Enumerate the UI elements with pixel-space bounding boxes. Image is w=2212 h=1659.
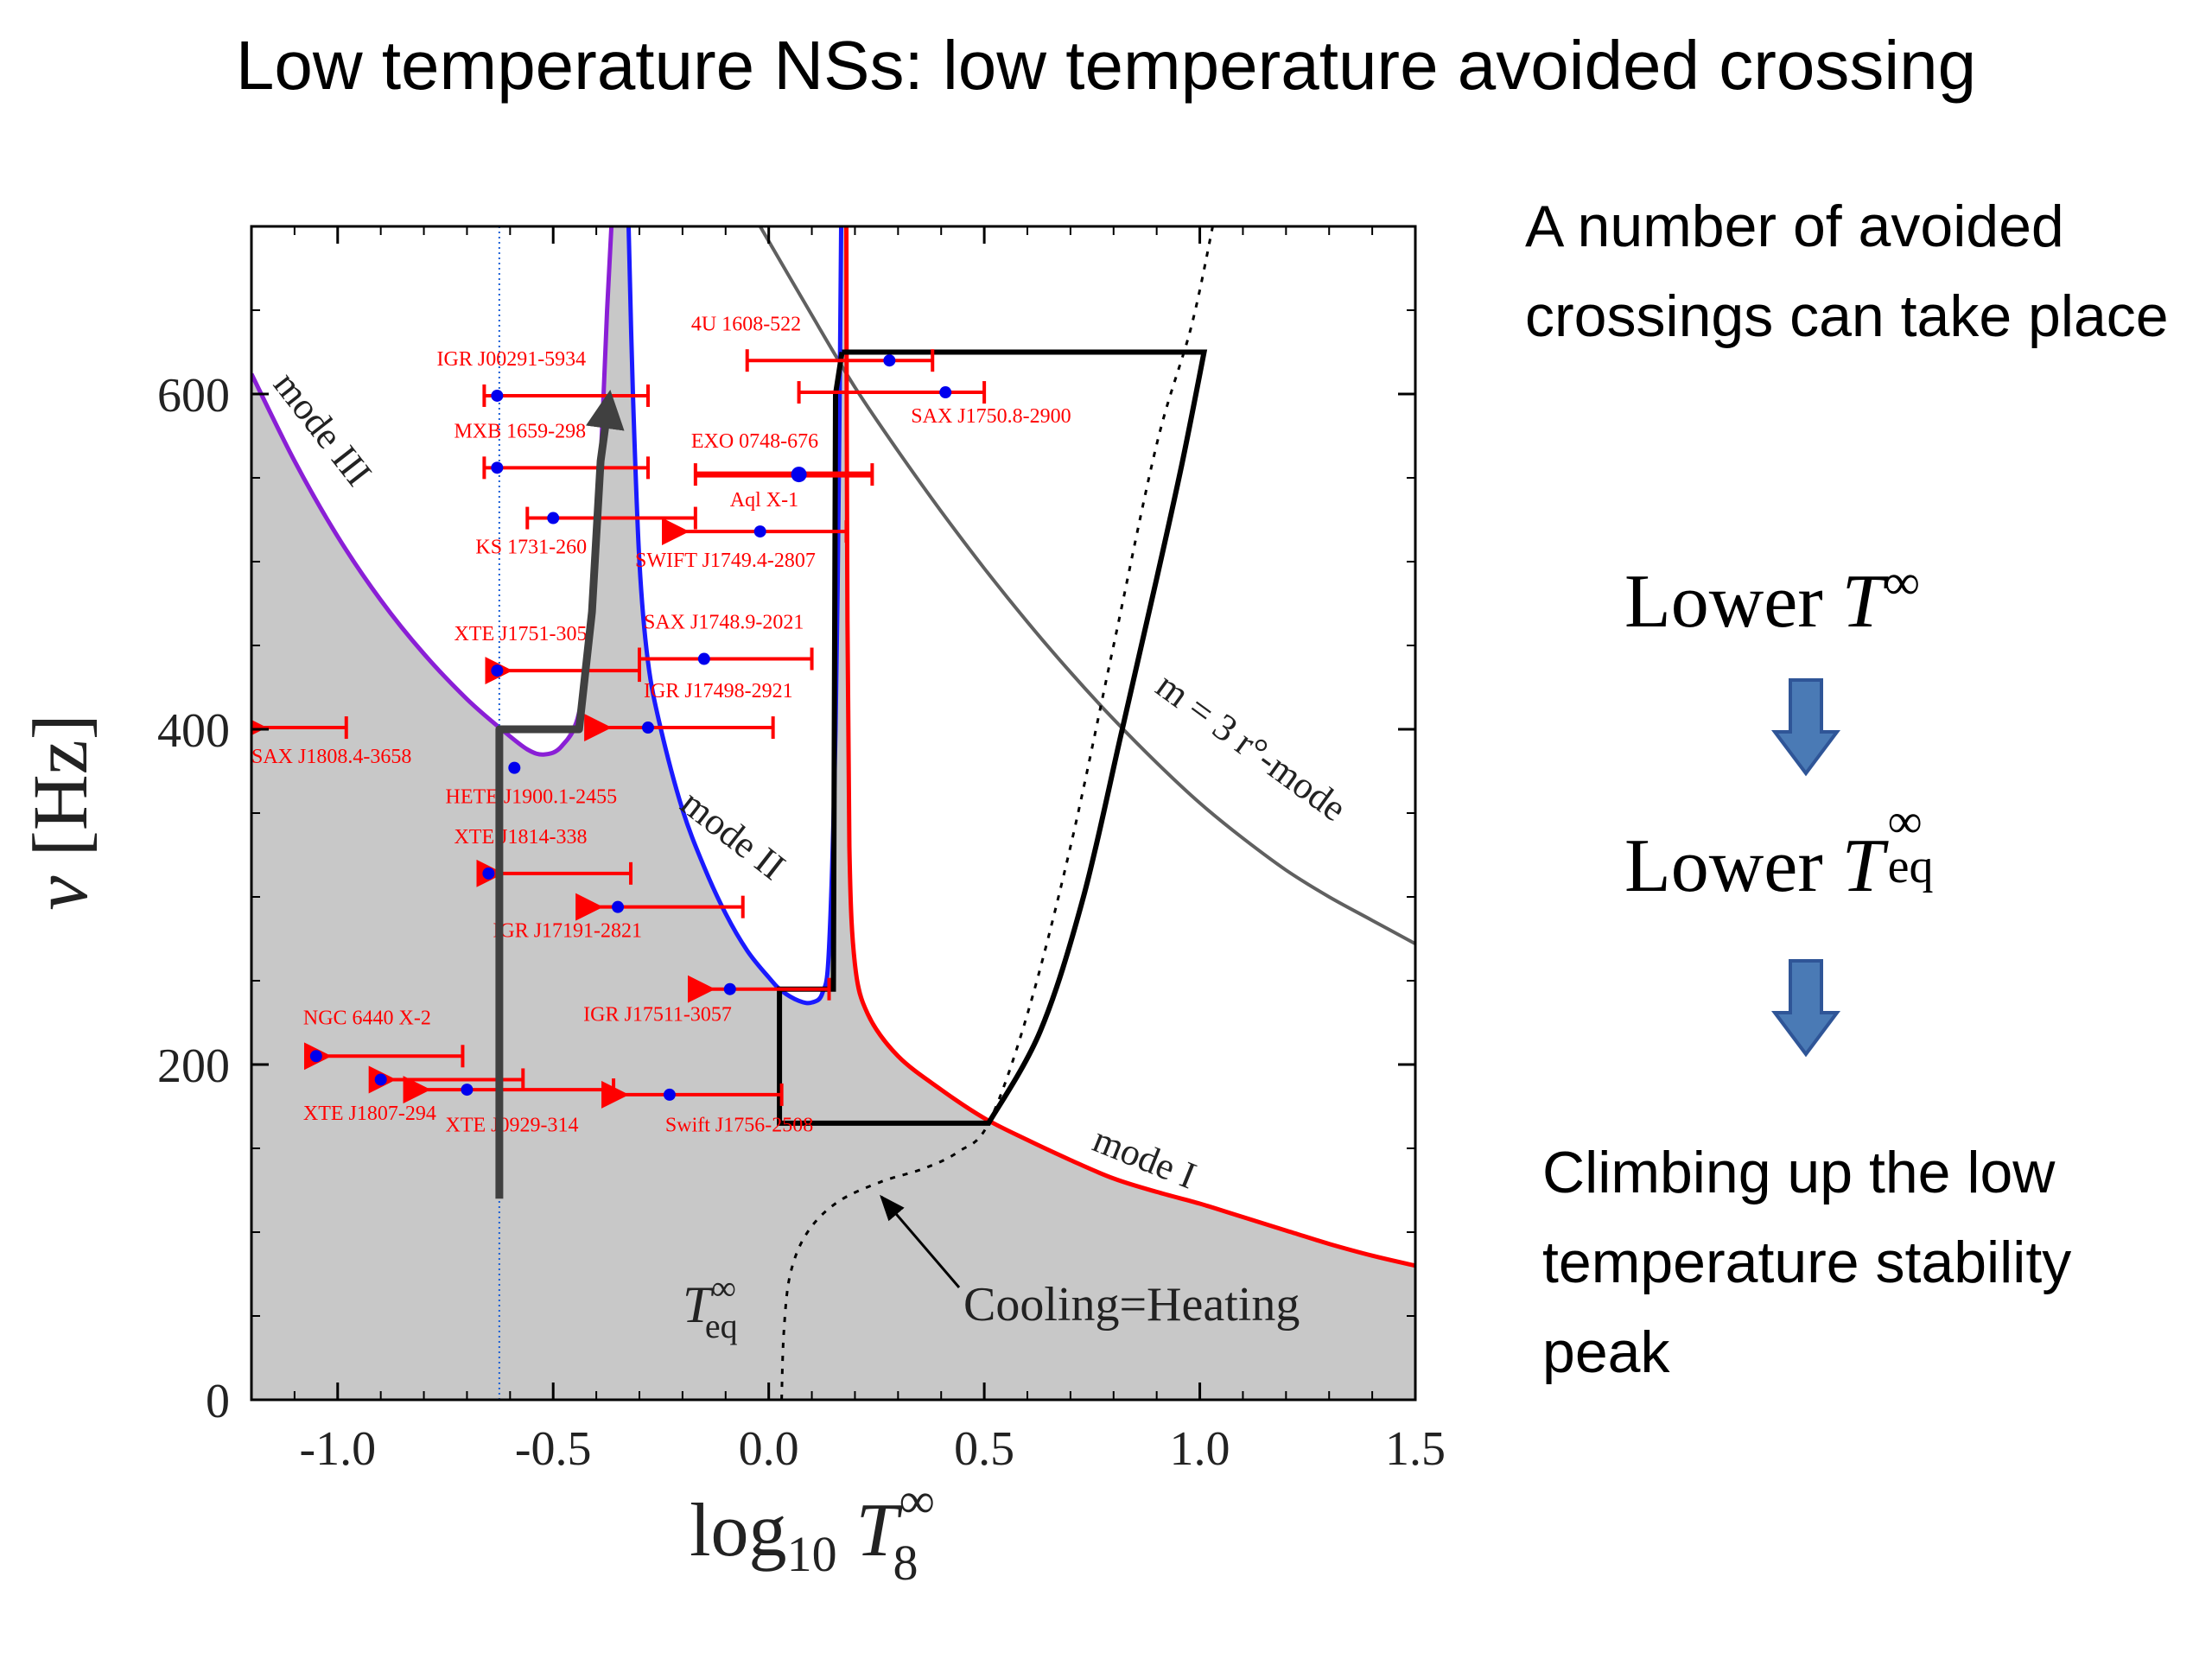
source-point [508, 761, 521, 774]
x-tick-label: 1.5 [1385, 1422, 1446, 1476]
source-0: 4U 1608-522 [691, 313, 935, 372]
source-label: IGR J17191-2821 [493, 920, 642, 943]
t-symbol: T [1841, 560, 1885, 644]
source-7: SWIFT J1749.4-2807 [635, 550, 816, 572]
t-eq-label-sub: eq [705, 1306, 738, 1345]
sources-layer: 4U 1608-522 SAX J1750.8-2900 IGR J00291-59… [251, 313, 1071, 1137]
x-tick-label: -0.5 [515, 1422, 592, 1476]
source-label: IGR J17498-2921 [644, 680, 793, 702]
t-eq-sub: eq [1887, 840, 1934, 893]
source-1: SAX J1750.8-2900 [797, 381, 1071, 428]
down-arrow-2 [1771, 959, 1840, 1058]
source-point [663, 1088, 676, 1101]
source-point [697, 652, 710, 665]
down-arrow-1 [1771, 678, 1840, 777]
source-point [309, 1050, 322, 1063]
lower-label: Lower [1624, 560, 1823, 644]
source-point [491, 389, 504, 402]
source-point [374, 1073, 387, 1086]
cooling-heating-curve [780, 226, 1214, 1400]
slide-title: Low temperature NSs: low temperature avo… [235, 27, 1977, 104]
source-8: XTE J1751-305 [454, 623, 641, 685]
climb-arrow-path [495, 389, 625, 1199]
source-label: KS 1731-260 [475, 536, 587, 558]
source-point [491, 664, 504, 677]
evolution-box [777, 349, 1208, 1126]
t-eq-label-t: T [683, 1276, 715, 1333]
ticks-layer: -1.0 -0.5 0.0 0.5 1.0 1.5 0 200 400 600 [157, 226, 1446, 1476]
source-label: EXO 0748-676 [691, 430, 818, 453]
r-mode-curve [758, 226, 1415, 946]
mode-i-curve [844, 226, 1415, 1268]
source-point [547, 512, 560, 524]
x-tick-label: -1.0 [299, 1422, 376, 1476]
t-eq-label-sup: ∞ [711, 1268, 736, 1307]
cooling-heating-label: Cooling=Heating [963, 1278, 1300, 1332]
x-tick-label: 0.0 [739, 1422, 799, 1476]
source-label: SAX J1808.4-3658 [251, 746, 411, 768]
source-label: IGR J17511-3057 [583, 1004, 732, 1027]
source-point [482, 867, 495, 880]
source-label: Aql X-1 [730, 489, 798, 512]
source-label: XTE J1807-294 [303, 1103, 436, 1125]
source-15: IGR J17511-3057 [583, 975, 831, 1027]
source-9: SAX J1748.9-2021 [638, 612, 814, 671]
y-tick-label: 0 [206, 1375, 230, 1428]
source-11: SAX J1808.4-3658 [251, 714, 411, 768]
source-label: SAX J1748.9-2021 [644, 612, 804, 634]
cooling-pointer-arrow [880, 1194, 961, 1288]
bullet-climbing: Climbing up the low temperature stabilit… [1542, 1140, 2072, 1385]
source-4: EXO 0748-676 [691, 430, 874, 486]
source-point [641, 721, 654, 734]
source-label: SAX J1750.8-2900 [911, 405, 1071, 428]
source-label: Swift J1756-2508 [665, 1115, 813, 1137]
source-point [461, 1084, 474, 1096]
source-6: Aql X-1 [661, 489, 849, 546]
source-10: IGR J17498-2921 [584, 680, 793, 742]
source-label: XTE J0929-314 [446, 1115, 579, 1137]
chart: 4U 1608-522 SAX J1750.8-2900 IGR J00291-59… [18, 225, 1446, 1591]
t-eq-sup: ∞ [1887, 795, 1923, 849]
source-12: HETE J1900.1-2455 [446, 761, 618, 808]
source-point [612, 900, 625, 913]
lower-t-infinity: Lower T∞ [1624, 553, 1920, 645]
source-3: MXB 1659-298 [454, 420, 650, 480]
source-label: HETE J1900.1-2455 [446, 785, 618, 808]
y-tick-label: 200 [157, 1039, 230, 1093]
y-tick-label: 600 [157, 369, 230, 423]
source-13: XTE J1814-338 [454, 826, 633, 887]
x-tick-label: 1.0 [1170, 1422, 1230, 1476]
source-point [883, 354, 896, 367]
source-point [939, 386, 952, 399]
y-axis-label: ν [Hz] [18, 714, 104, 910]
source-point [791, 467, 807, 483]
source-19: Swift J1756-2508 [601, 1080, 813, 1137]
r-mode-label: m = 3 r°-mode [1148, 664, 1354, 830]
x-axis-label: log10 T8∞ [690, 1472, 935, 1591]
source-label: XTE J1751-305 [454, 623, 587, 645]
source-label: XTE J1814-338 [454, 826, 587, 849]
t-eq-symbol: T [1841, 824, 1885, 908]
y-tick-label: 400 [157, 704, 230, 758]
lower-t-eq: Lower T ∞ eq [1624, 795, 1934, 910]
source-label: SWIFT J1749.4-2807 [635, 550, 816, 572]
source-label: 4U 1608-522 [691, 313, 801, 335]
lower-label-2: Lower [1624, 824, 1823, 908]
source-label: IGR J00291-5934 [437, 348, 587, 371]
infinity-sup: ∞ [1884, 554, 1920, 610]
source-point [723, 982, 736, 995]
source-point [491, 461, 504, 474]
x-tick-label: 0.5 [954, 1422, 1014, 1476]
bullet-avoided-crossings: A number of avoided crossings can take p… [1525, 194, 2169, 349]
t-eq-label: T∞ eq [683, 1268, 738, 1345]
source-label: MXB 1659-298 [454, 420, 586, 442]
source-point [753, 525, 766, 538]
source-16: NGC 6440 X-2 [303, 1007, 465, 1071]
source-label: NGC 6440 X-2 [303, 1007, 431, 1029]
source-14: IGR J17191-2821 [493, 893, 745, 943]
